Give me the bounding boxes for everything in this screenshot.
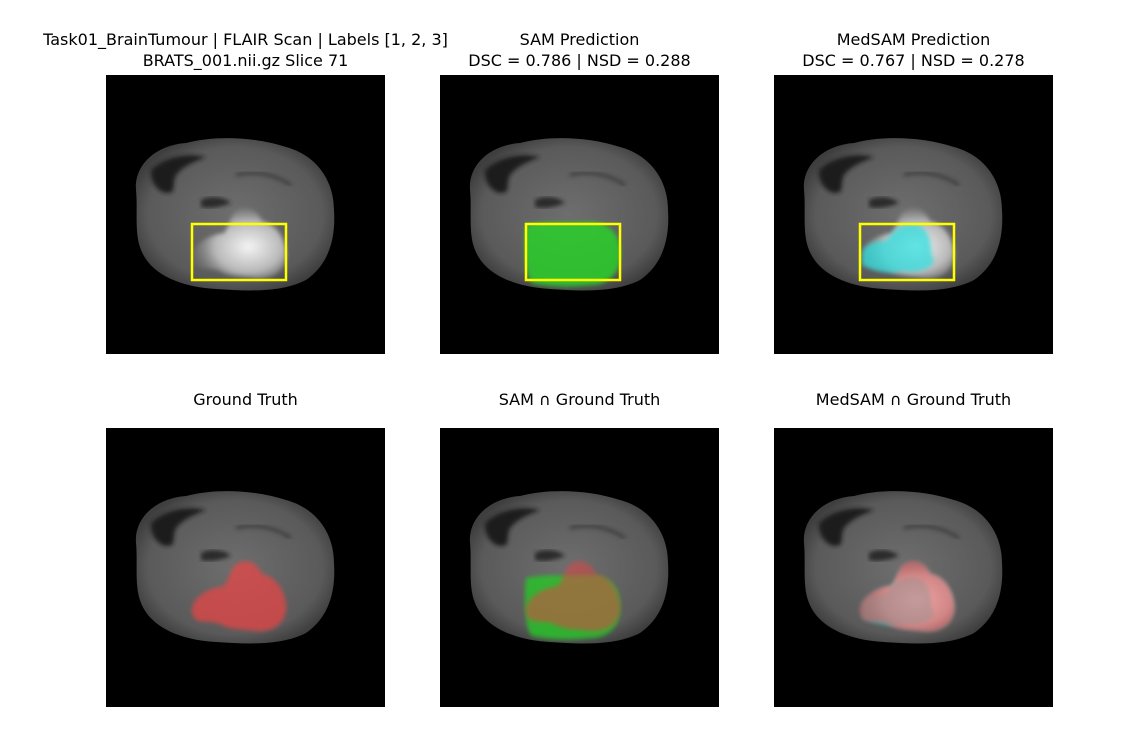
panel-title: MedSAM ∩ Ground Truth: [816, 390, 1011, 409]
tumour: [191, 208, 287, 279]
panel-title: BRATS_001.nii.gz Slice 71: [143, 51, 349, 71]
ventricle: [869, 197, 899, 208]
sulcus: [235, 524, 292, 540]
panel-title: SAM ∩ Ground Truth: [499, 390, 661, 409]
ventricle: [201, 197, 231, 208]
panel-title: SAM Prediction: [520, 30, 640, 49]
panel: SAM Prediction DSC = 0.786 | NSD = 0.288: [440, 30, 719, 354]
ventricle: [484, 155, 540, 193]
sulcus: [235, 171, 292, 187]
panel: Task01_BrainTumour | FLAIR Scan | Labels…: [42, 30, 448, 354]
panel: MedSAM Prediction DSC = 0.767 | NSD = 0.2…: [774, 30, 1053, 354]
mask-overlay: [191, 561, 287, 632]
ventricle: [484, 508, 540, 546]
panel-title: DSC = 0.786 | NSD = 0.288: [468, 51, 690, 70]
ventricle: [818, 508, 874, 546]
sulcus: [903, 171, 960, 187]
bounding-box: [190, 222, 288, 282]
ventricle: [535, 550, 565, 561]
panel: Ground Truth: [106, 390, 385, 707]
panel-title: MedSAM Prediction: [837, 30, 991, 49]
ventricle: [150, 155, 206, 193]
sulcus: [569, 524, 626, 540]
panel-title: DSC = 0.767 | NSD = 0.278: [802, 51, 1024, 70]
bounding-box: [858, 222, 956, 282]
mask-overlay: [524, 222, 621, 287]
mask-overlay: [859, 561, 955, 632]
ventricle: [201, 550, 231, 561]
bounding-box: [524, 222, 622, 282]
panel: MedSAM ∩ Ground Truth: [774, 390, 1053, 707]
ventricle: [818, 155, 874, 193]
sulcus: [903, 524, 960, 540]
ventricle: [150, 508, 206, 546]
mask-overlay: [862, 224, 934, 273]
panel-title: Task01_BrainTumour | FLAIR Scan | Labels…: [42, 30, 448, 50]
panel-title: Ground Truth: [193, 390, 298, 409]
ventricle: [869, 550, 899, 561]
panel: SAM ∩ Ground Truth: [440, 390, 719, 707]
ventricle: [535, 197, 565, 208]
mask-overlay: [525, 561, 621, 632]
sulcus: [569, 171, 626, 187]
